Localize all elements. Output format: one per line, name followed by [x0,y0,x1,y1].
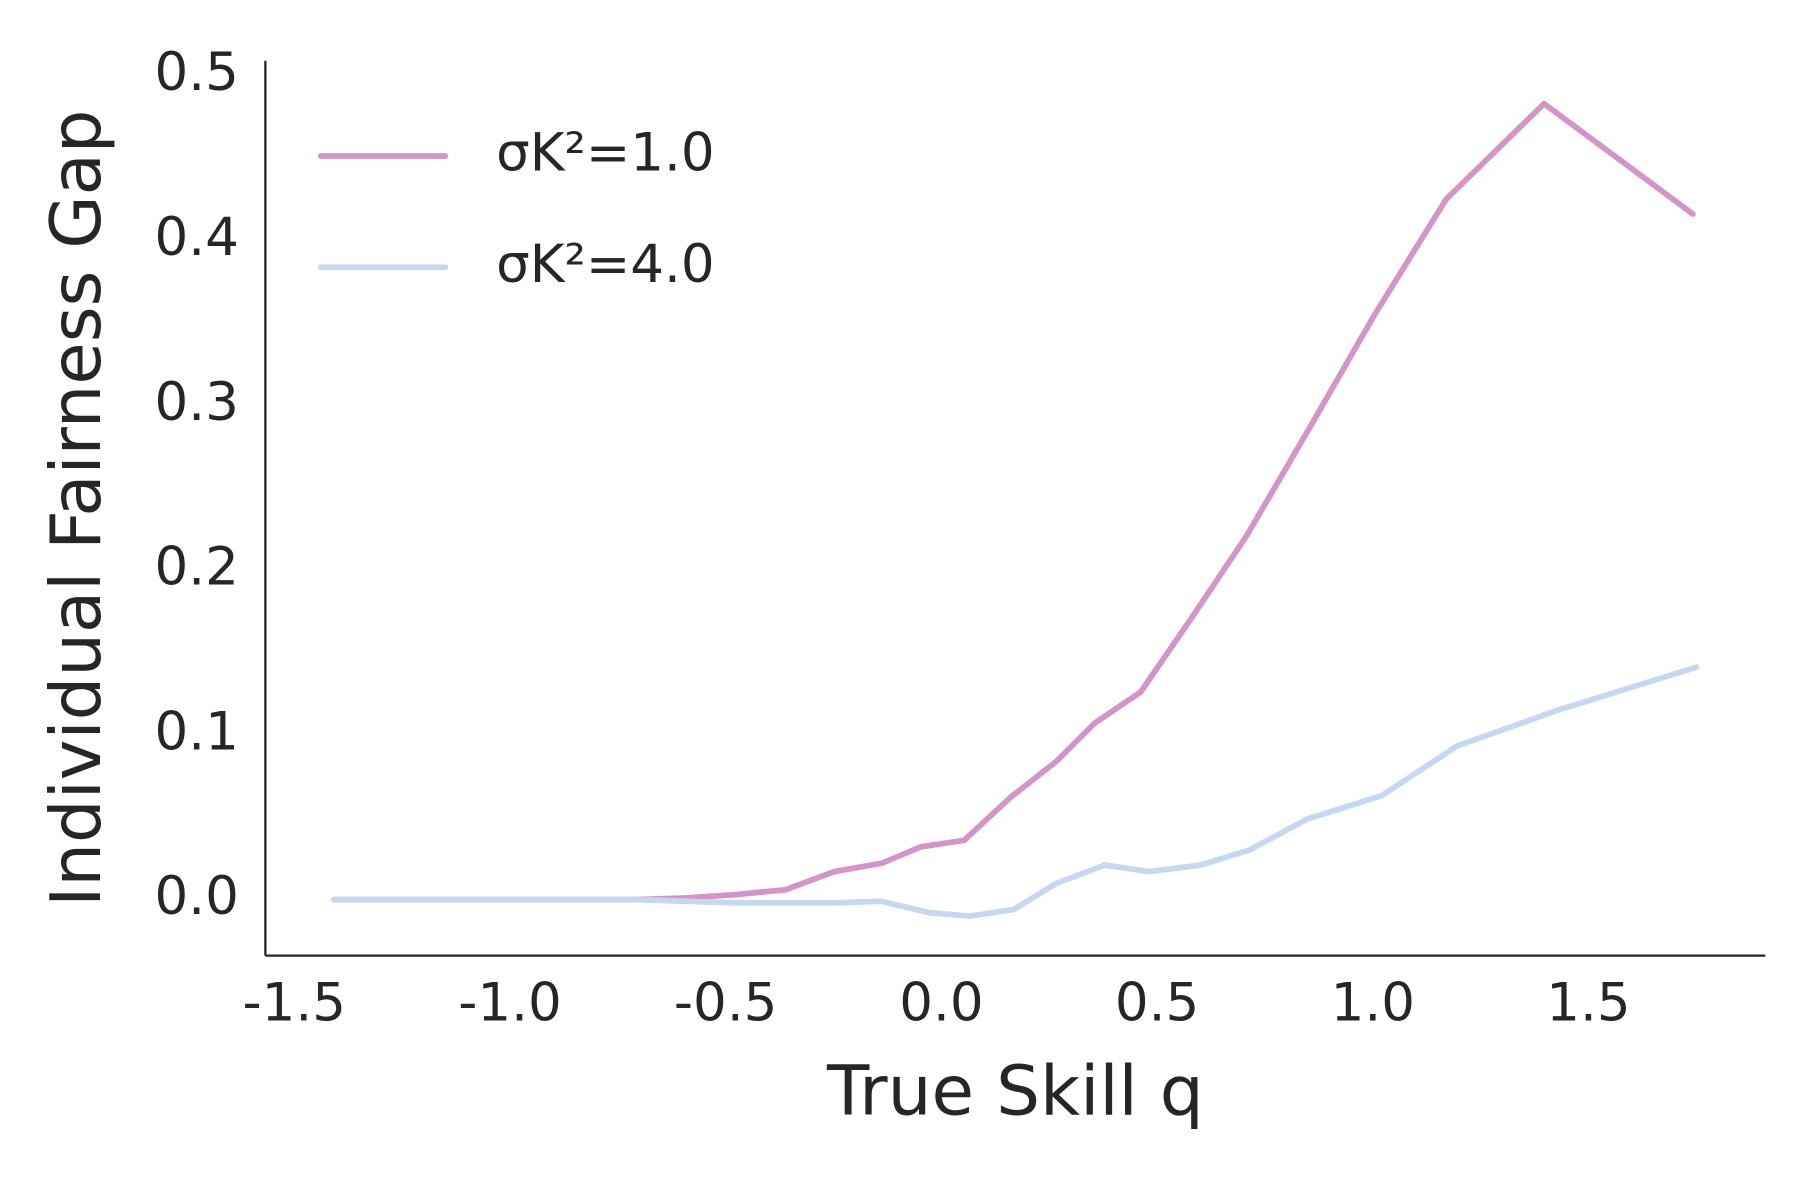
data-line [331,100,1696,903]
legend-label: σK²=1.0 [496,123,715,184]
y-tick-label: 0.3 [154,372,238,433]
x-tick-label: 1.0 [1331,973,1415,1034]
x-tick-label: 0.5 [1115,973,1199,1034]
y-tick-label: 0.2 [154,537,238,598]
y-tick-label: 0.5 [154,42,238,103]
x-tick-label: -1.5 [243,973,347,1034]
y-tick-label: 0.0 [154,866,238,927]
y-axis-label: Individual Fairness Gap [37,110,117,907]
data-line [331,664,1700,919]
legend-label: σK²=4.0 [496,234,715,295]
x-tick-label: 1.5 [1546,973,1630,1034]
x-tick-label: 0.0 [899,973,983,1034]
x-tick-label: -0.5 [674,973,778,1034]
y-tick-label: 0.4 [154,207,238,268]
x-axis-label: True Skill q [826,1052,1204,1132]
x-tick-label: -1.0 [458,973,562,1034]
y-tick-label: 0.1 [154,702,238,763]
